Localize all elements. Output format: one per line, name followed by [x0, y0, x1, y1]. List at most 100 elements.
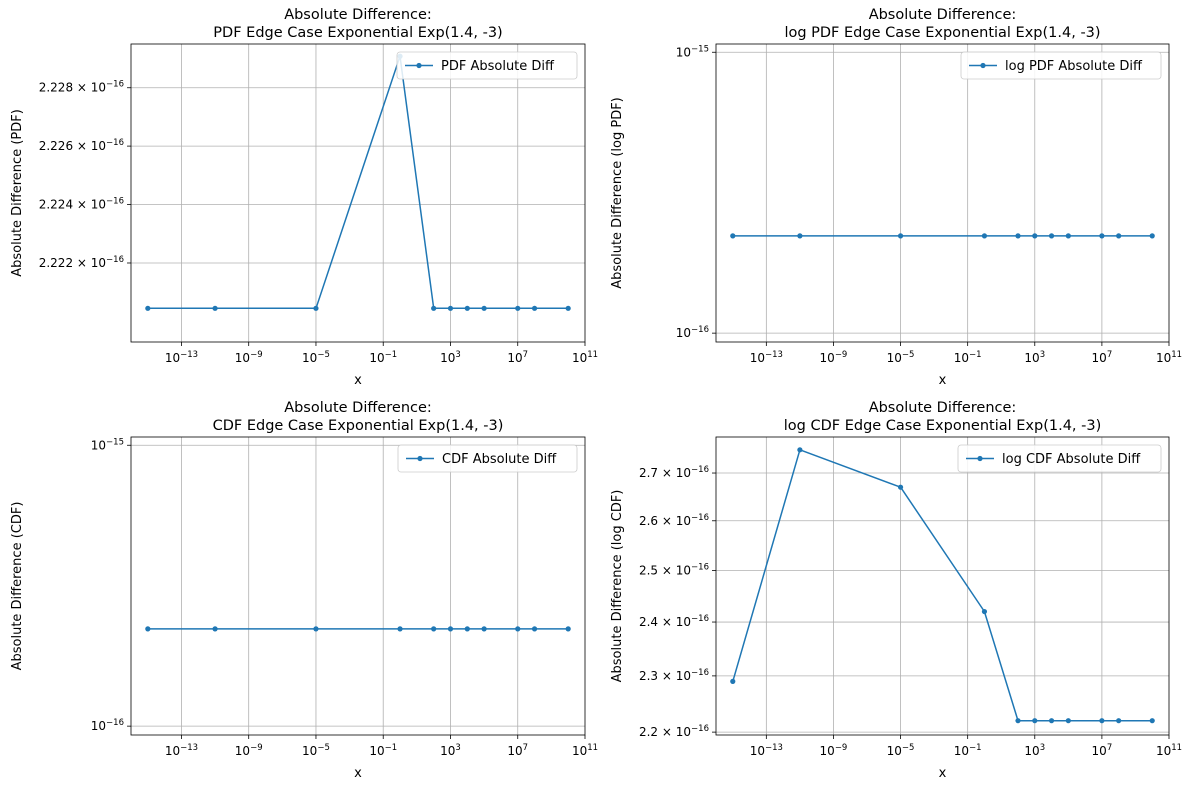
- x-tick-label: 10−9: [235, 350, 263, 365]
- x-axis-label: x: [354, 373, 362, 388]
- plot-area: [131, 44, 585, 342]
- axes-frame: [715, 436, 1170, 736]
- data-point: [981, 233, 988, 239]
- data-point: [447, 626, 454, 632]
- x-tick-label: 1011: [1156, 743, 1182, 758]
- y-tick-label: 10−15: [676, 44, 709, 59]
- legend-marker: [977, 455, 983, 462]
- x-tick-label: 103: [1024, 350, 1045, 365]
- x-tick-label: 10−1: [369, 743, 397, 758]
- y-tick-label: 2.222 × 10−16: [39, 255, 124, 270]
- x-tick-label: 107: [1092, 350, 1113, 365]
- data-point: [1032, 233, 1038, 239]
- y-tick-label: 2.226 × 10−16: [39, 138, 124, 153]
- y-axis-label: Absolute Difference (log CDF): [610, 490, 625, 683]
- chart-title-line2: log PDF Edge Case Exponential Exp(1.4, -…: [784, 25, 1100, 41]
- data-point: [897, 484, 904, 490]
- data-point: [464, 626, 470, 632]
- data-point: [515, 626, 521, 632]
- chart-title-line1: Absolute Difference:: [284, 7, 432, 23]
- data-point: [797, 447, 803, 453]
- x-tick-label: 1011: [572, 743, 598, 758]
- data-point: [797, 233, 803, 239]
- chart-title-line1: Absolute Difference:: [869, 7, 1017, 23]
- x-tick-label: 10−1: [954, 743, 982, 758]
- x-tick-label: 10−13: [165, 743, 198, 758]
- x-tick-label: 10−1: [369, 350, 397, 365]
- x-axis-label: x: [354, 766, 362, 781]
- x-tick-label: 1011: [572, 350, 598, 365]
- legend-marker: [980, 62, 986, 69]
- data-point: [212, 626, 218, 632]
- data-point: [1015, 718, 1021, 724]
- data-point: [1149, 718, 1155, 724]
- subplot-2: 10−13 10−9 10−5 10−1 103 107 1011 10−16 10−15 Abs…: [610, 7, 1182, 388]
- x-tick-label: 107: [1092, 743, 1113, 758]
- legend-box: [960, 51, 1162, 80]
- x-tick-label: 10−9: [820, 350, 848, 365]
- legend-label: CDF Absolute Diff: [442, 452, 557, 467]
- y-tick-label: 2.5 × 10−16: [639, 562, 709, 577]
- legend-label: log PDF Absolute Diff: [1005, 59, 1143, 74]
- chart-title-line2: CDF Edge Case Exponential Exp(1.4, -3): [213, 418, 504, 434]
- data-point: [1116, 233, 1122, 239]
- y-tick-label: 2.3 × 10−16: [639, 668, 709, 683]
- data-point: [565, 305, 571, 311]
- legend-box: [957, 444, 1162, 473]
- y-tick-label: 2.228 × 10−16: [39, 80, 124, 95]
- x-tick-label: 107: [507, 743, 528, 758]
- data-point: [981, 608, 988, 615]
- legend-marker: [417, 455, 423, 462]
- data-point: [531, 305, 538, 311]
- chart-title-line1: Absolute Difference:: [284, 400, 432, 416]
- data-point: [1099, 233, 1105, 239]
- x-axis-label: x: [939, 373, 947, 388]
- legend: CDF Absolute Diff: [397, 444, 578, 473]
- chart-title-line1: Absolute Difference:: [869, 400, 1017, 416]
- x-tick-label: 10−13: [750, 350, 783, 365]
- y-tick-label: 2.2 × 10−16: [639, 724, 709, 739]
- legend: log CDF Absolute Diff: [957, 444, 1162, 473]
- y-tick-label: 2.6 × 10−16: [639, 513, 709, 528]
- data-point: [145, 305, 151, 311]
- axes-frame: [130, 43, 586, 343]
- y-axis-label: Absolute Difference (PDF): [10, 109, 25, 277]
- plot-area: [716, 437, 1169, 735]
- data-point: [313, 626, 319, 632]
- data-point: [1099, 718, 1105, 724]
- data-point: [1149, 233, 1155, 239]
- legend-box: [396, 51, 578, 80]
- y-tick-label: 2.4 × 10−16: [639, 614, 709, 629]
- x-tick-label: 1011: [1156, 350, 1182, 365]
- data-point: [431, 305, 437, 311]
- legend: log PDF Absolute Diff: [960, 51, 1162, 80]
- x-tick-label: 10−1: [954, 350, 982, 365]
- data-point: [1065, 718, 1071, 724]
- y-tick-label: 10−16: [91, 718, 124, 733]
- data-point: [431, 626, 437, 632]
- data-point: [481, 305, 487, 311]
- subplot-1: 10−13 10−9 10−5 10−1 103 107 1011 2.222 × 10−16…: [10, 7, 598, 388]
- data-point: [313, 305, 319, 311]
- y-tick-label: 10−15: [91, 437, 124, 452]
- y-tick-label: 2.224 × 10−16: [39, 197, 124, 212]
- legend-label: log CDF Absolute Diff: [1002, 452, 1141, 467]
- data-point: [447, 305, 454, 311]
- plot-area: [716, 44, 1169, 342]
- data-point: [397, 626, 403, 632]
- x-tick-label: 10−13: [750, 743, 783, 758]
- data-point: [145, 626, 151, 632]
- data-point: [212, 305, 218, 311]
- data-point: [1116, 718, 1122, 724]
- data-point: [515, 305, 521, 311]
- axes-frame: [715, 43, 1170, 343]
- data-point: [464, 305, 470, 311]
- subplot-4: 10−13 10−9 10−5 10−1 103 107 1011 2.2 × 10−16 2.…: [610, 400, 1182, 781]
- data-point: [730, 678, 736, 684]
- y-tick-label: 10−16: [676, 325, 709, 340]
- x-tick-label: 103: [440, 743, 461, 758]
- data-point: [565, 626, 571, 632]
- data-point: [1048, 233, 1055, 239]
- legend: PDF Absolute Diff: [396, 51, 578, 80]
